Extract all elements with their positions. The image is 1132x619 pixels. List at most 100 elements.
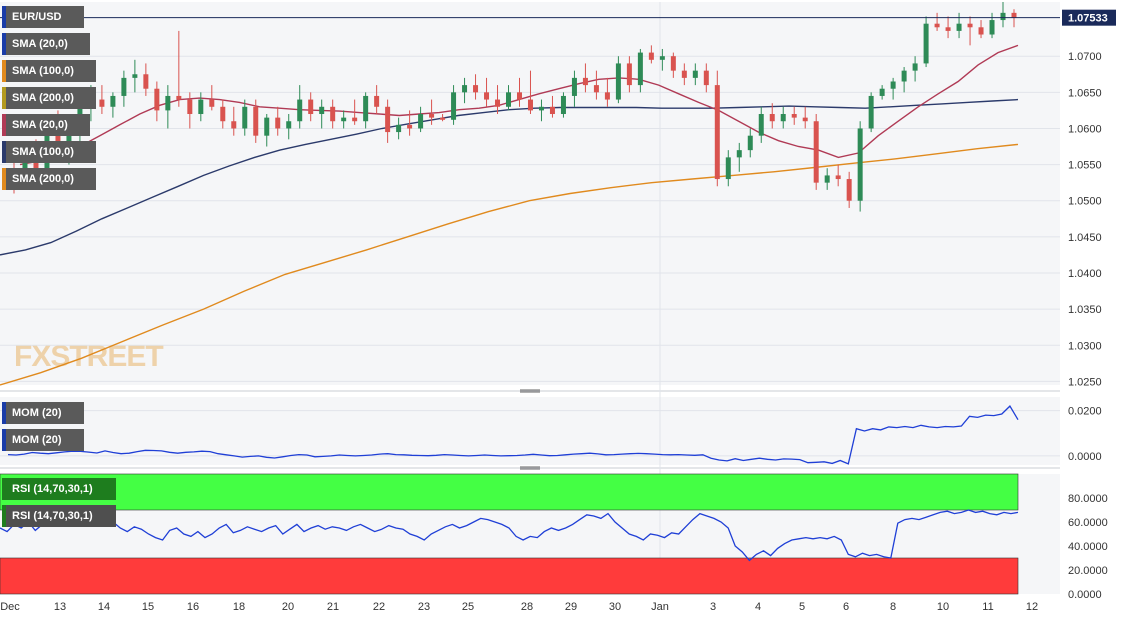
candle-down bbox=[352, 117, 358, 122]
candle-up bbox=[923, 23, 929, 64]
candle-down bbox=[934, 23, 940, 28]
date-tick-label: 28 bbox=[521, 601, 533, 613]
mom-tag[interactable]: MOM (20) bbox=[2, 402, 84, 424]
date-tick-label: 15 bbox=[142, 601, 154, 613]
candle-down bbox=[330, 106, 336, 122]
sma200-line bbox=[0, 143, 1019, 386]
candle-down bbox=[703, 70, 709, 86]
candle-up bbox=[451, 92, 457, 120]
date-tick-label: 3 bbox=[710, 601, 716, 613]
rsi-overbought-zone bbox=[0, 473, 1019, 511]
date-tick-label: 16 bbox=[187, 601, 199, 613]
rsi-tick-label: 20.0000 bbox=[1068, 565, 1108, 577]
candle-up bbox=[396, 124, 402, 133]
candle-down bbox=[648, 52, 654, 60]
date-tick-label: 8 bbox=[890, 601, 896, 613]
sma200-tag-duplicate[interactable]: SMA (200,0) bbox=[2, 168, 96, 190]
price-tick-label: 1.0450 bbox=[1068, 232, 1102, 244]
candle-down bbox=[385, 106, 391, 133]
candle-up bbox=[956, 23, 962, 31]
candle-down bbox=[407, 124, 413, 129]
candle-down bbox=[187, 99, 193, 115]
rsi-tick-label: 60.0000 bbox=[1068, 517, 1108, 529]
mom-tag-duplicate[interactable]: MOM (20) bbox=[2, 429, 84, 451]
price-tick-label: 1.0400 bbox=[1068, 268, 1102, 280]
candle-up bbox=[286, 121, 292, 129]
date-tick-label: 11 bbox=[982, 601, 993, 613]
candle-down bbox=[670, 56, 676, 71]
candle-layer bbox=[11, 2, 1017, 212]
last-price-badge bbox=[1062, 9, 1116, 26]
candle-up bbox=[363, 95, 369, 122]
candle-up bbox=[692, 70, 698, 78]
sma100-tag[interactable]: SMA (100,0) bbox=[2, 60, 96, 82]
candle-up bbox=[319, 106, 325, 115]
candle-down bbox=[495, 99, 501, 107]
candle-up bbox=[725, 157, 731, 180]
candle-up bbox=[571, 77, 577, 96]
date-tick-label: 4 bbox=[755, 601, 761, 613]
price-tick-label: 1.0500 bbox=[1068, 196, 1102, 208]
resize-handle-icon[interactable] bbox=[520, 466, 540, 470]
candle-down bbox=[1011, 12, 1017, 18]
sma100-tag-duplicate[interactable]: SMA (100,0) bbox=[2, 141, 96, 163]
candle-up bbox=[560, 95, 566, 115]
candle-down bbox=[626, 63, 632, 86]
date-tick-label: Jan bbox=[651, 601, 669, 613]
candle-up bbox=[418, 114, 424, 129]
mom-layer bbox=[7, 405, 1019, 465]
candle-down bbox=[429, 114, 435, 118]
sma20-tag-duplicate[interactable]: SMA (20,0) bbox=[2, 114, 90, 136]
date-tick-label: 5 bbox=[799, 601, 805, 613]
sma200-tag[interactable]: SMA (200,0) bbox=[2, 87, 96, 109]
candle-down bbox=[275, 117, 281, 129]
candle-down bbox=[714, 85, 720, 180]
mom-line bbox=[7, 405, 1019, 465]
candle-up bbox=[538, 106, 544, 111]
candle-down bbox=[978, 27, 984, 35]
symbol-tag[interactable]: EUR/USD bbox=[2, 6, 84, 28]
price-tick-label: 1.0700 bbox=[1068, 51, 1102, 63]
candle-down bbox=[473, 85, 479, 93]
date-tick-label: Dec bbox=[0, 601, 20, 613]
candle-up bbox=[110, 95, 116, 107]
grid-layer bbox=[0, 55, 1060, 457]
candle-down bbox=[791, 114, 797, 118]
price-tick-label: 1.0650 bbox=[1068, 87, 1102, 99]
candle-down bbox=[527, 99, 533, 111]
sma20-tag[interactable]: SMA (20,0) bbox=[2, 33, 90, 55]
rsi-tick-label: 40.0000 bbox=[1068, 541, 1108, 553]
axis-layer: 1.0700 1.0650 1.0600 1.0550 1.0500 1.0450 1.04… bbox=[0, 9, 1116, 613]
candle-down bbox=[440, 117, 446, 120]
candle-up bbox=[242, 106, 248, 129]
price-tick-label: 1.0300 bbox=[1068, 340, 1102, 352]
candle-up bbox=[758, 114, 764, 136]
date-tick-label: 10 bbox=[937, 601, 949, 613]
candle-down bbox=[374, 95, 380, 107]
rsi-tick-label: 80.0000 bbox=[1068, 493, 1108, 505]
rsi-tag-duplicate[interactable]: RSI (14,70,30,1) bbox=[2, 505, 116, 527]
candle-down bbox=[549, 106, 555, 115]
candle-down bbox=[967, 23, 973, 28]
main-panel-bg bbox=[0, 2, 1060, 385]
date-tick-label: 6 bbox=[843, 601, 849, 613]
candle-down bbox=[813, 121, 819, 183]
date-tick-label: 29 bbox=[565, 601, 577, 613]
candle-down bbox=[593, 85, 599, 93]
candle-down bbox=[209, 99, 215, 107]
rsi-line bbox=[0, 509, 1019, 562]
candle-down bbox=[835, 175, 841, 180]
candle-up bbox=[901, 70, 907, 82]
rsi-tag[interactable]: RSI (14,70,30,1) bbox=[2, 478, 116, 500]
price-tick-label: 1.0550 bbox=[1068, 160, 1102, 172]
candle-up bbox=[637, 52, 643, 86]
resize-handle-icon[interactable] bbox=[520, 389, 540, 393]
candle-down bbox=[308, 99, 314, 115]
candle-down bbox=[33, 160, 39, 169]
last-price-label: 1.07533 bbox=[1068, 13, 1108, 25]
candle-down bbox=[484, 92, 490, 100]
candle-down bbox=[516, 92, 522, 100]
candle-up bbox=[198, 99, 204, 115]
candle-down bbox=[154, 88, 160, 111]
price-tick-label: 1.0600 bbox=[1068, 123, 1102, 135]
